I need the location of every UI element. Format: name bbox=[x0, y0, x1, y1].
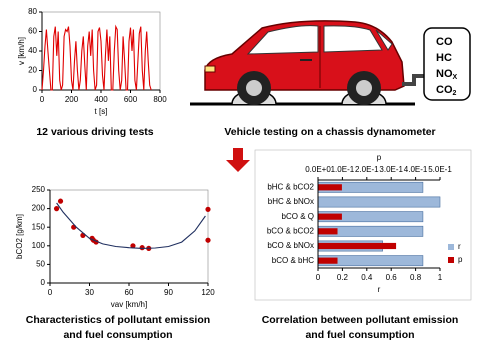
y-tick-label: 50 bbox=[36, 260, 45, 269]
gas-subscript: 2 bbox=[453, 90, 457, 97]
x-tick-label: 120 bbox=[201, 288, 215, 297]
x-tick-label: 30 bbox=[85, 288, 94, 297]
scatter-point bbox=[53, 206, 60, 212]
category-label: bHC & bNOx bbox=[268, 197, 314, 206]
y-axis-label: v [km/h] bbox=[17, 37, 26, 65]
category-label: bHC & bCO2 bbox=[267, 182, 314, 191]
x-axis-label: t [s] bbox=[95, 107, 108, 116]
scatter-point bbox=[205, 206, 211, 212]
x-tick-label: 0 bbox=[40, 95, 45, 104]
x-tick-label: 60 bbox=[125, 288, 134, 297]
x-axis-label: r bbox=[378, 285, 381, 294]
x-tick-label: 1 bbox=[438, 273, 443, 282]
scatter-point bbox=[130, 243, 136, 249]
gas-name: CO bbox=[436, 36, 453, 48]
gas-name: NO bbox=[436, 68, 453, 80]
caption: Vehicle testing on a chassis dynamometer bbox=[224, 126, 435, 138]
x-tick-label: 0.8 bbox=[410, 273, 422, 282]
x2-tick-label: 3.0E-1 bbox=[379, 165, 403, 174]
x2-tick-label: 4.0E-1 bbox=[404, 165, 428, 174]
line-series bbox=[56, 202, 206, 249]
x-tick-label: 800 bbox=[153, 95, 167, 104]
x2-tick-label: 5.0E-1 bbox=[428, 165, 452, 174]
x-tick-label: 400 bbox=[94, 95, 108, 104]
legend-label: p bbox=[458, 255, 463, 264]
scatter-point bbox=[80, 232, 86, 238]
gas-subscript: X bbox=[453, 74, 458, 81]
caption: and fuel consumption bbox=[305, 329, 414, 341]
scatter-point bbox=[139, 245, 145, 251]
gas-label: NOX bbox=[436, 68, 458, 81]
y-tick-label: 60 bbox=[28, 27, 37, 36]
y-tick-label: 0 bbox=[33, 85, 38, 94]
bar bbox=[318, 242, 397, 250]
y-tick-label: 0 bbox=[41, 278, 46, 287]
caption: 12 various driving tests bbox=[36, 126, 153, 138]
bar bbox=[318, 228, 338, 235]
y-tick-label: 40 bbox=[28, 46, 37, 55]
caption: Correlation between pollutant emission bbox=[262, 314, 459, 326]
x2-tick-label: 0.0E+0 bbox=[305, 165, 331, 174]
line-series bbox=[41, 24, 152, 91]
x2-tick-label: 1.0E-1 bbox=[331, 165, 355, 174]
gas-label: CO2 bbox=[436, 84, 457, 97]
x-axis-label: vav [km/h] bbox=[111, 300, 147, 309]
car-illustration bbox=[190, 20, 471, 106]
x-tick-label: 200 bbox=[65, 95, 79, 104]
category-label: bCO & bCO2 bbox=[267, 226, 315, 235]
gas-label: CO bbox=[436, 36, 453, 48]
legend-swatch bbox=[448, 244, 454, 250]
scatter-point bbox=[57, 198, 64, 204]
x-tick-label: 0 bbox=[48, 288, 53, 297]
scatter-point bbox=[71, 224, 77, 230]
x-tick-label: 0.4 bbox=[361, 273, 373, 282]
y-tick-label: 20 bbox=[28, 66, 37, 75]
y-tick-label: 200 bbox=[32, 204, 46, 213]
x-tick-label: 0.2 bbox=[337, 273, 349, 282]
bar bbox=[318, 184, 342, 191]
gas-name: HC bbox=[436, 52, 452, 64]
x-tick-label: 0 bbox=[316, 273, 321, 282]
bar bbox=[317, 196, 441, 208]
plot-frame bbox=[254, 149, 472, 301]
y-tick-label: 150 bbox=[32, 222, 46, 231]
x-tick-label: 0.6 bbox=[386, 273, 398, 282]
scatter-point bbox=[205, 237, 211, 243]
x-tick-label: 600 bbox=[124, 95, 138, 104]
y-tick-label: 80 bbox=[28, 7, 37, 16]
legend-swatch bbox=[448, 257, 454, 263]
category-label: bCO & Q bbox=[282, 212, 314, 221]
y-tick-label: 100 bbox=[32, 241, 46, 250]
x-tick-label: 90 bbox=[164, 288, 173, 297]
caption: and fuel consumption bbox=[63, 329, 172, 341]
bar bbox=[318, 213, 342, 220]
x2-tick-label: 2.0E-1 bbox=[355, 165, 379, 174]
gas-name: CO bbox=[436, 84, 453, 96]
y-tick-label: 250 bbox=[32, 185, 46, 194]
legend-label: r bbox=[458, 242, 461, 251]
arrow bbox=[226, 148, 250, 172]
plot-frame bbox=[49, 189, 209, 284]
x2-axis-label: p bbox=[377, 153, 382, 162]
caption: Characteristics of pollutant emission bbox=[26, 314, 210, 326]
gas-label: HC bbox=[436, 52, 452, 64]
category-label: bCO & bHC bbox=[272, 256, 314, 265]
category-label: bCO & bNOx bbox=[267, 241, 314, 250]
y-axis-label: bCO2 [g/km] bbox=[15, 214, 24, 259]
bar bbox=[318, 257, 338, 264]
